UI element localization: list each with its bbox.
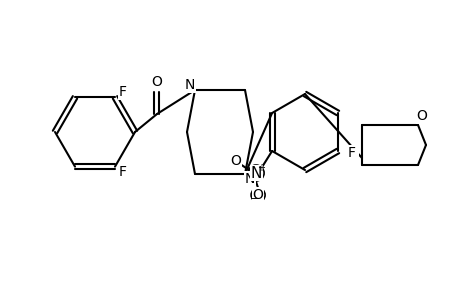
Text: O: O — [252, 188, 263, 202]
Text: O: O — [151, 75, 162, 89]
Text: −: − — [249, 194, 258, 204]
Text: +: + — [257, 163, 264, 173]
Text: N: N — [185, 78, 195, 92]
Text: N: N — [250, 166, 261, 181]
Text: F: F — [119, 165, 127, 178]
Text: N: N — [244, 172, 255, 186]
Text: F: F — [119, 85, 127, 99]
Text: F: F — [347, 146, 355, 160]
Text: O: O — [416, 109, 426, 123]
Text: N: N — [347, 149, 358, 163]
Text: O: O — [230, 154, 241, 168]
